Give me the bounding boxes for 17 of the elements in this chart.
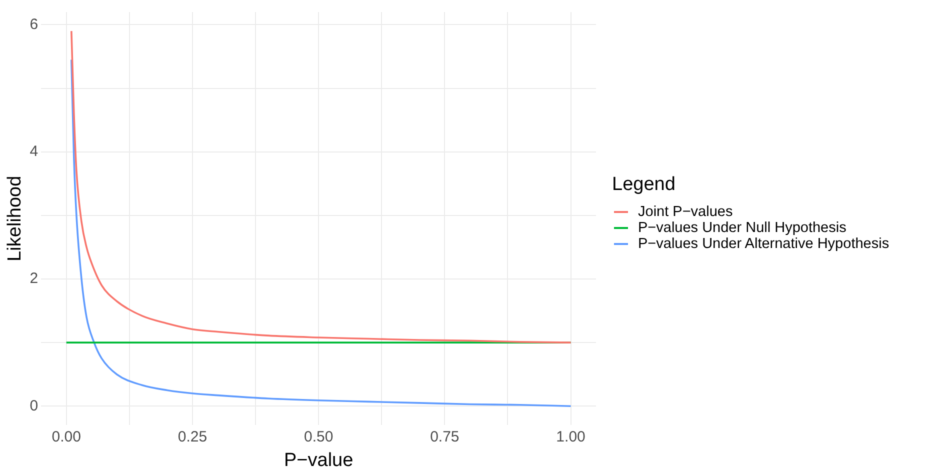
legend-title: Legend (612, 174, 676, 196)
x-tick-label: 0.25 (178, 428, 208, 446)
y-tick-label: 4 (30, 142, 38, 160)
x-tick-label: 1.00 (556, 428, 586, 446)
line-series (70, 58, 572, 408)
x-tick-label: 0.75 (430, 428, 460, 446)
y-axis-title: Likelihood (4, 176, 26, 262)
y-tick-label: 2 (30, 270, 38, 288)
y-tick-label: 6 (30, 16, 38, 33)
legend-label: P−values Under Alternative Hypothesis (638, 236, 890, 252)
x-tick-label: 0.00 (52, 428, 81, 446)
legend-label: P−values Under Null Hypothesis (638, 220, 846, 236)
line-series (70, 30, 572, 344)
y-tick-label: 0 (30, 397, 38, 414)
legend-label: Joint P−values (638, 204, 733, 220)
x-axis-title: P−value (284, 450, 354, 471)
x-tick-label: 0.50 (304, 428, 334, 446)
